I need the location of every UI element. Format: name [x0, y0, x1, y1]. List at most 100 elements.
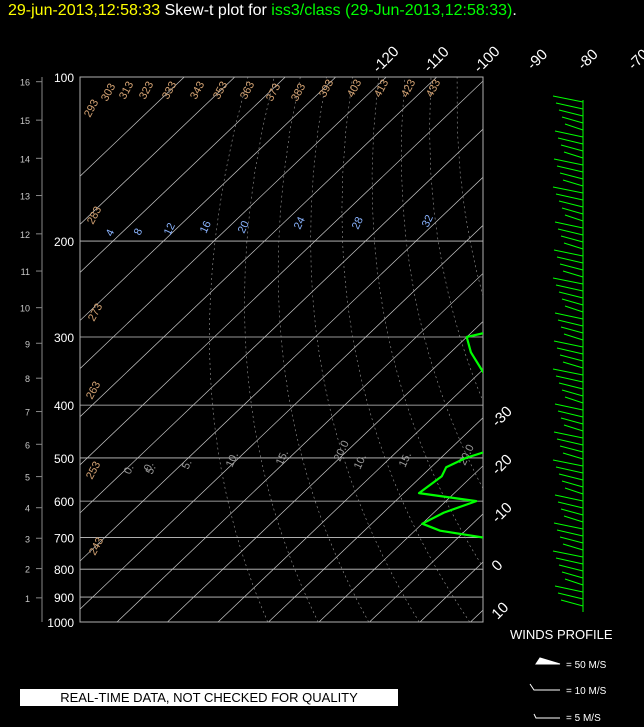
wind-barb — [552, 277, 584, 285]
title-station-time: (29-Jun-2013,12:58:33) — [345, 2, 513, 19]
wind-barb — [552, 186, 584, 194]
temp-tick-right: -30 — [488, 403, 515, 430]
isotherm — [167, 321, 483, 622]
wind-barb — [557, 319, 584, 327]
wind-barb — [560, 144, 584, 152]
wind-barb — [561, 298, 584, 306]
dry-adiabat — [341, 77, 470, 622]
wind-barb — [564, 578, 584, 586]
isotherm — [80, 77, 235, 225]
temp-tick-right: 10 — [488, 599, 512, 623]
dry-adiabat-label: 353 — [211, 80, 230, 102]
wind-barb — [561, 389, 584, 397]
dry-adiabat — [614, 77, 644, 622]
dry-adiabat-label: 323 — [137, 80, 156, 102]
wind-barb — [555, 375, 584, 383]
wind-barb — [558, 200, 584, 208]
mixing-ratio-label: 12 — [162, 221, 178, 237]
mixing-ratio-labels: 4 8 12 16 20 24 28 32 — [104, 213, 436, 238]
temp-tick-right: 0 — [488, 557, 506, 575]
pressure-tick: 300 — [54, 331, 74, 345]
dry-adiabat-label: 393 — [317, 78, 336, 100]
wind-barb — [554, 494, 584, 502]
pressure-tick: 1000 — [47, 616, 74, 630]
wind-barb — [556, 256, 584, 264]
isotherm — [116, 272, 483, 622]
wind-barb — [555, 102, 584, 110]
isobar-lines — [80, 77, 483, 622]
wind-barb — [556, 438, 584, 446]
dry-adiabat — [429, 77, 483, 402]
wind-barb — [564, 214, 584, 222]
sounding-profiles — [417, 332, 483, 539]
wind-barb — [559, 172, 584, 180]
isotherm — [80, 77, 387, 370]
dewpoint-profile — [417, 332, 483, 539]
wind-barb — [562, 270, 584, 278]
wind-barb — [564, 396, 584, 404]
dry-adiabat — [209, 77, 268, 622]
height-tick: 8 — [25, 374, 30, 384]
height-tick: 4 — [25, 504, 30, 514]
temp-tick-right: -20 — [488, 451, 515, 478]
wind-barb — [552, 459, 584, 467]
wind-barb — [558, 473, 584, 481]
dry-adiabat-label: 413 — [372, 78, 391, 100]
dry-adiabat-label: 423 — [399, 78, 418, 100]
wind-barb — [558, 382, 584, 390]
wind-barb — [554, 403, 584, 411]
pressure-tick: 400 — [54, 399, 74, 413]
dry-adiabat-labels — [209, 77, 644, 622]
isotherm — [470, 609, 483, 622]
dry-adiabat — [640, 77, 644, 622]
temp-tick-right: -10 — [488, 499, 515, 526]
wind-barb — [563, 515, 584, 523]
mixing-ratio-label: 28 — [350, 215, 366, 231]
height-tick: 15 — [20, 116, 30, 126]
dry-adiabat — [277, 77, 369, 622]
moist-adiabat-label: 0. — [122, 463, 137, 476]
wind-barb — [561, 480, 584, 488]
dry-adiabat-label: 253 — [84, 460, 103, 482]
pressure-tick: 700 — [54, 532, 74, 546]
height-tick: 16 — [20, 78, 30, 88]
dry-adiabat-label: 403 — [345, 78, 364, 100]
height-tick: 6 — [25, 440, 30, 450]
dry-adiabat-label: 283 — [85, 205, 104, 227]
wind-barb — [560, 235, 584, 243]
height-tick: 13 — [20, 192, 30, 202]
height-tick: 12 — [20, 230, 30, 240]
pressure-tick: 100 — [54, 71, 74, 85]
title-date: 29-jun-2013,12:58:33 — [8, 2, 161, 19]
dry-adiabat-label: 343 — [188, 80, 207, 102]
isotherm — [369, 513, 483, 622]
moist-adiabat-label: 20.0 — [332, 439, 352, 463]
dry-adiabat — [509, 77, 644, 622]
wind-barb — [563, 242, 584, 250]
dry-adiabat — [536, 77, 644, 622]
pressure-tick: 900 — [54, 591, 74, 605]
quality-notice: REAL-TIME DATA, NOT CHECKED FOR QUALITY — [20, 689, 398, 706]
isotherm — [80, 77, 437, 418]
wind-barb — [557, 501, 584, 509]
height-tick: 1 — [25, 594, 30, 604]
title-end: . — [512, 2, 517, 19]
wind-barb — [557, 228, 584, 236]
wind-barb — [561, 571, 584, 579]
height-tick: 2 — [25, 565, 30, 575]
wind-barb — [552, 95, 584, 103]
wind-key-10-symbol — [529, 683, 560, 691]
wind-barb — [552, 550, 584, 558]
wind-barb — [558, 291, 584, 299]
plot-frame — [79, 76, 484, 623]
wind-barb — [559, 445, 584, 453]
wind-barb — [554, 585, 584, 593]
wind-key-10: = 10 M/S — [566, 686, 607, 697]
wind-barb — [555, 466, 584, 474]
wind-barb — [553, 158, 584, 166]
isotherm — [80, 77, 336, 322]
mixing-ratio-label: 24 — [292, 215, 308, 231]
pressure-tick: 200 — [54, 235, 74, 249]
dry-adiabat-label: 363 — [238, 80, 257, 102]
wind-barb — [559, 536, 584, 544]
